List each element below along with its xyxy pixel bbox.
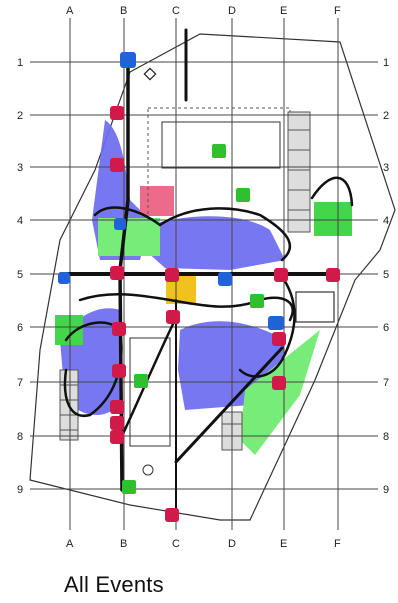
event-blue-marker	[120, 52, 136, 68]
col-label-top-d: D	[228, 5, 236, 17]
col-label-top-b: B	[120, 5, 127, 17]
diagram-caption: All Events	[64, 572, 164, 597]
event-red-marker	[165, 268, 179, 282]
event-red-marker	[110, 430, 124, 444]
event-green-marker	[236, 188, 250, 202]
green-zone-southeast	[240, 330, 320, 455]
stairs-east	[287, 111, 311, 233]
event-red-marker	[272, 332, 286, 346]
row-label-right-7: 7	[383, 377, 389, 389]
event-red-marker	[112, 322, 126, 336]
event-red-marker	[110, 400, 124, 414]
green-zone-west	[55, 315, 83, 345]
row-label-right-2: 2	[383, 110, 389, 122]
site-event-map: A B C D E F A B C D E F 1 2 3 4 5 6 7 8 …	[17, 5, 396, 550]
row-label-left-5: 5	[17, 269, 23, 281]
event-red-marker	[110, 266, 124, 280]
row-label-right-6: 6	[383, 322, 389, 334]
col-label-bottom-c: C	[172, 538, 180, 550]
event-red-marker	[112, 364, 126, 378]
row-label-left-9: 9	[17, 484, 23, 496]
row-label-left-4: 4	[17, 215, 23, 227]
path-east-hook	[310, 176, 354, 207]
event-red-marker	[110, 416, 124, 430]
col-label-top-a: A	[66, 5, 74, 17]
row-label-right-9: 9	[383, 484, 389, 496]
events-red	[110, 106, 340, 522]
diamond-symbol	[143, 67, 157, 81]
event-blue-marker	[114, 218, 126, 230]
event-red-marker	[110, 158, 124, 172]
blue-zone-center	[145, 216, 285, 270]
row-label-right-8: 8	[383, 431, 389, 443]
path-east-arc	[238, 272, 296, 378]
event-blue-marker	[218, 272, 232, 286]
event-red-marker	[165, 508, 179, 522]
row-label-left-7: 7	[17, 377, 23, 389]
col-label-bottom-b: B	[120, 538, 127, 550]
event-red-marker	[166, 310, 180, 324]
event-blue-marker	[268, 316, 284, 330]
events-green	[122, 144, 264, 494]
row-label-right-4: 4	[383, 215, 389, 227]
event-green-marker	[134, 374, 148, 388]
col-label-bottom-f: F	[334, 538, 341, 550]
event-red-marker	[272, 376, 286, 390]
event-red-marker	[326, 268, 340, 282]
path-north-loop	[93, 206, 292, 262]
row-label-right-5: 5	[383, 269, 389, 281]
col-label-bottom-e: E	[280, 538, 287, 550]
row-label-right-1: 1	[383, 57, 389, 69]
events-blue	[58, 52, 284, 330]
col-label-bottom-d: D	[228, 538, 236, 550]
row-label-left-3: 3	[17, 162, 23, 174]
path-diagonal	[174, 346, 284, 464]
col-label-bottom-a: A	[66, 538, 74, 550]
circle-symbol	[142, 464, 154, 476]
site-boundary	[29, 33, 396, 521]
col-label-top-f: F	[334, 5, 341, 17]
building-center-south	[129, 337, 171, 447]
row-label-left-6: 6	[17, 322, 23, 334]
green-zone-east	[314, 202, 352, 236]
event-green-marker	[212, 144, 226, 158]
col-label-top-e: E	[280, 5, 287, 17]
row-label-left-1: 1	[17, 57, 23, 69]
pink-block	[140, 186, 174, 216]
event-green-marker	[122, 480, 136, 494]
path-spine-north-south	[118, 60, 130, 492]
event-blue-marker	[58, 272, 70, 284]
row-label-left-2: 2	[17, 110, 23, 122]
event-red-marker	[110, 106, 124, 120]
event-green-marker	[250, 294, 264, 308]
row-label-right-3: 3	[383, 162, 389, 174]
col-label-top-c: C	[172, 5, 180, 17]
building-east-small	[295, 291, 335, 323]
green-zone-northwest	[98, 218, 160, 256]
row-label-left-8: 8	[17, 431, 23, 443]
path-center-loop	[78, 292, 294, 322]
event-red-marker	[274, 268, 288, 282]
